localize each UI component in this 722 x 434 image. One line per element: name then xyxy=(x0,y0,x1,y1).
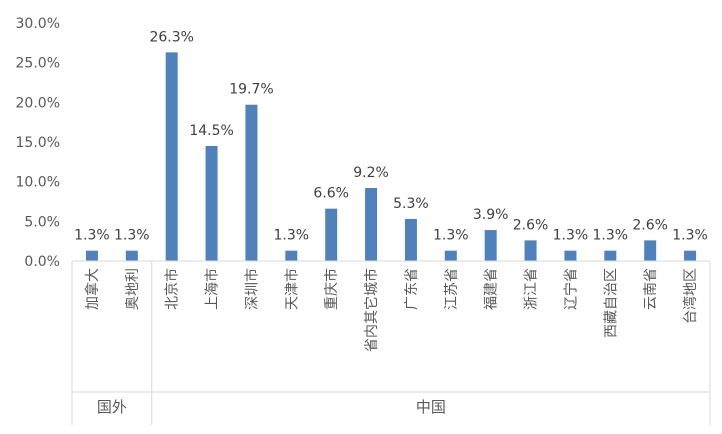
bar xyxy=(285,250,298,261)
x-tick-label: 上海市 xyxy=(204,268,221,310)
bar xyxy=(365,188,378,261)
bar xyxy=(684,250,697,261)
bar xyxy=(165,52,178,261)
x-tick-label: 广东省 xyxy=(404,268,420,310)
x-tick-label: 江苏省 xyxy=(444,268,460,310)
data-label: 1.3% xyxy=(74,228,110,244)
bar xyxy=(125,250,138,261)
data-label: 2.6% xyxy=(513,217,549,233)
x-tick-label: 深圳市 xyxy=(243,268,260,310)
bar xyxy=(484,230,497,261)
y-tick-label: 0.0% xyxy=(24,254,60,270)
x-tick-label: 云南省 xyxy=(643,268,659,310)
bar xyxy=(325,208,338,261)
data-label: 1.3% xyxy=(553,228,589,244)
data-label: 14.5% xyxy=(189,123,233,139)
x-tick-label: 浙江省 xyxy=(524,268,540,310)
x-tick-label: 加拿大 xyxy=(84,268,101,310)
bar xyxy=(644,240,657,261)
bar xyxy=(444,250,457,261)
y-axis: 0.0% 5.0% 10.0% 15.0% 20.0% 25.0% 30.0% xyxy=(16,16,60,270)
x-tick-label: 台湾地区 xyxy=(682,268,699,324)
bar xyxy=(205,145,218,261)
data-label: 19.7% xyxy=(229,82,273,98)
y-tick-label: 25.0% xyxy=(16,56,60,72)
data-label: 6.6% xyxy=(313,186,349,202)
x-tick-label: 省内其它城市 xyxy=(363,268,380,352)
data-labels: 1.3% 1.3%26.3%14.5%19.7%1.3%6.6%9.2%5.3%1… xyxy=(74,29,708,243)
data-label: 1.3% xyxy=(593,228,629,244)
data-label: 1.3% xyxy=(433,228,469,244)
y-tick-label: 30.0% xyxy=(16,16,60,32)
x-tick-label: 奥地利 xyxy=(124,268,141,310)
group-label: 中国 xyxy=(416,398,446,416)
bar xyxy=(604,250,617,261)
data-label: 9.2% xyxy=(353,165,389,181)
x-tick-label: 福建省 xyxy=(484,268,500,310)
data-label: 5.3% xyxy=(393,196,429,212)
bar xyxy=(85,250,98,261)
x-axis: 加拿大 奥地利 北京市 上海市 深圳市 天津市 重庆市 省内其它城市 广东省 江苏省 福建省 浙江省 辽… xyxy=(72,260,710,352)
bar xyxy=(404,218,417,261)
bar xyxy=(245,104,258,261)
data-label: 3.9% xyxy=(473,207,509,223)
y-tick-label: 15.0% xyxy=(16,135,60,151)
x-tick-label: 重庆市 xyxy=(323,268,340,310)
x-tick-label: 天津市 xyxy=(283,268,300,310)
group-label: 国外 xyxy=(97,398,127,416)
category-groups: 国外 中国 xyxy=(71,261,711,425)
data-label: 26.3% xyxy=(149,29,193,45)
y-tick-label: 10.0% xyxy=(16,175,60,191)
y-tick-label: 20.0% xyxy=(16,95,60,111)
bar xyxy=(524,240,537,261)
data-label: 1.3% xyxy=(114,228,150,244)
y-tick-label: 5.0% xyxy=(24,214,60,230)
data-label: 1.3% xyxy=(274,228,310,244)
x-tick-label: 北京市 xyxy=(164,268,181,310)
data-label: 1.3% xyxy=(672,228,708,244)
x-tick-label: 辽宁省 xyxy=(562,268,579,310)
data-label: 2.6% xyxy=(632,217,668,233)
bars xyxy=(85,52,697,261)
bar xyxy=(564,250,577,261)
x-tick-label: 西藏自治区 xyxy=(603,268,619,338)
